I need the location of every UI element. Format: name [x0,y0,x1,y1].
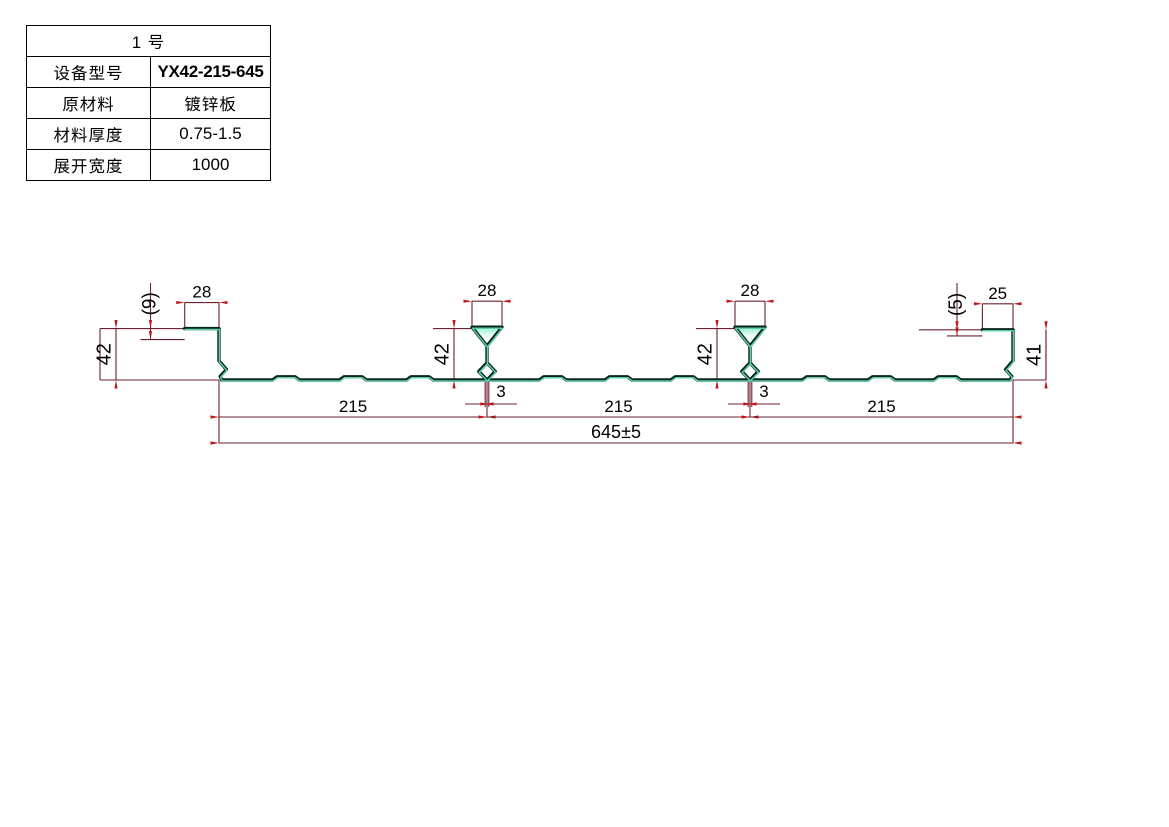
svg-text:28: 28 [478,281,497,300]
svg-text:42: 42 [431,343,453,365]
svg-text:(9): (9) [140,292,161,315]
svg-text:41: 41 [1023,344,1045,366]
svg-text:215: 215 [867,397,895,416]
svg-text:28: 28 [741,281,760,300]
svg-text:645±5: 645±5 [591,422,641,442]
svg-text:(5): (5) [946,293,967,316]
svg-text:42: 42 [93,343,115,365]
svg-text:28: 28 [192,283,211,302]
svg-text:42: 42 [694,343,716,365]
svg-text:3: 3 [759,382,768,401]
svg-text:215: 215 [604,397,632,416]
svg-text:215: 215 [339,397,367,416]
svg-text:3: 3 [496,382,505,401]
svg-text:25: 25 [988,284,1007,303]
